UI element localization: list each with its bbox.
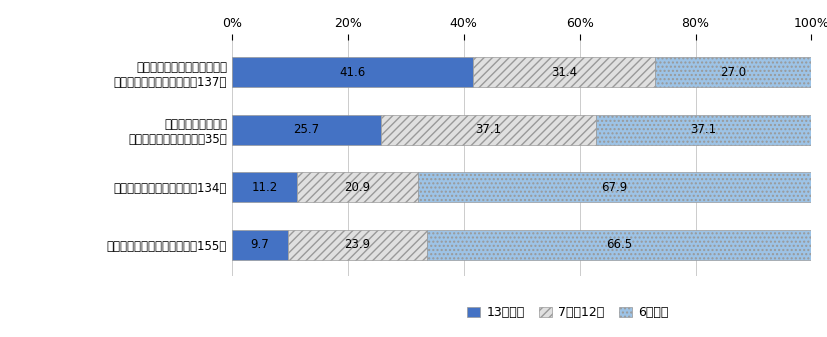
Text: 25.7: 25.7 bbox=[293, 123, 319, 136]
Text: 41.6: 41.6 bbox=[339, 66, 365, 79]
Bar bbox=[296, 172, 418, 202]
Text: 20.9: 20.9 bbox=[344, 181, 370, 194]
Bar bbox=[654, 57, 810, 87]
Text: 27.0: 27.0 bbox=[719, 66, 745, 79]
Bar bbox=[426, 230, 811, 259]
Text: 11.2: 11.2 bbox=[251, 181, 277, 194]
Bar bbox=[595, 115, 810, 145]
Bar bbox=[232, 230, 288, 259]
Legend: 13点以上, 7点～12点, 6点以下: 13点以上, 7点～12点, 6点以下 bbox=[462, 302, 672, 325]
Text: 37.1: 37.1 bbox=[690, 123, 715, 136]
Text: 31.4: 31.4 bbox=[550, 66, 576, 79]
Text: 9.7: 9.7 bbox=[251, 238, 269, 251]
Bar bbox=[232, 115, 380, 145]
Bar bbox=[418, 172, 810, 202]
Text: 66.5: 66.5 bbox=[605, 238, 632, 251]
Bar bbox=[232, 172, 296, 202]
Text: 67.9: 67.9 bbox=[600, 181, 627, 194]
Text: 37.1: 37.1 bbox=[475, 123, 501, 136]
Text: 23.9: 23.9 bbox=[344, 238, 370, 251]
Bar bbox=[472, 57, 654, 87]
Bar bbox=[232, 57, 472, 87]
Bar bbox=[288, 230, 426, 259]
Bar bbox=[380, 115, 595, 145]
